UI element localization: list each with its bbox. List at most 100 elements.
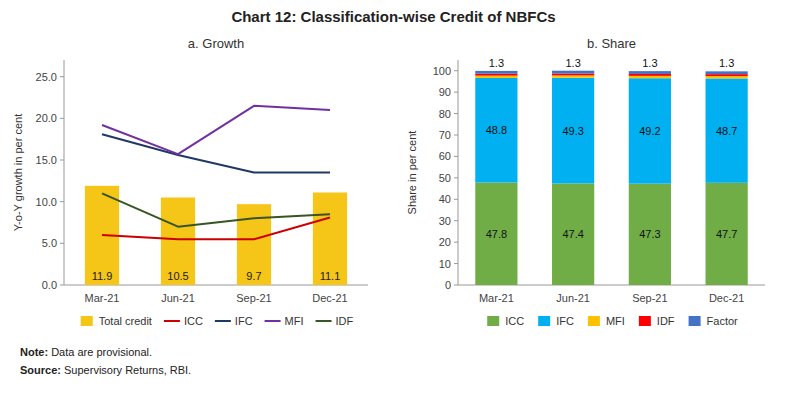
bar-segment (475, 71, 517, 74)
annotation-text: Data are provisional. (48, 346, 152, 358)
bar-segment (706, 71, 748, 74)
y-axis (64, 60, 65, 285)
y-tick (454, 220, 458, 221)
y-tick-label: 90 (439, 86, 451, 98)
y-tick (454, 177, 458, 178)
line (102, 134, 330, 172)
subtitle: a. Growth (188, 36, 244, 51)
subtitle: b. Share (587, 36, 636, 51)
bar-segment (706, 78, 748, 182)
x-tick-label: Dec-21 (312, 292, 347, 304)
x-tick-label: Mar-21 (85, 292, 120, 304)
y-tick-label: 50 (439, 172, 451, 184)
x-tick-label: Sep-21 (632, 292, 667, 304)
y-tick (454, 199, 458, 200)
legend-label: ICC (505, 315, 524, 327)
y-tick-label: 5.0 (42, 237, 57, 249)
legend-label: MFI (606, 315, 625, 327)
legend-item: ICC (164, 315, 203, 327)
data-labels: 47.848.81.347.449.31.347.349.21.347.748.… (486, 57, 738, 241)
bar (313, 193, 347, 286)
data-label: 47.4 (562, 228, 583, 240)
bar-segment (629, 184, 671, 285)
bar-segment (475, 78, 517, 183)
y-tick (454, 263, 458, 264)
line (102, 218, 330, 240)
data-label: 48.7 (716, 125, 737, 137)
x-tick-label: Dec-21 (709, 292, 744, 304)
y-tick (60, 243, 64, 244)
bar-segment (475, 183, 517, 285)
legend-label: IFC (556, 315, 574, 327)
annotation-text: Supervisory Returns, RBI. (61, 364, 191, 376)
y-tick (454, 285, 458, 286)
y-tick-label: 10 (439, 258, 451, 270)
data-label: 10.5 (167, 270, 188, 282)
legend-swatch (487, 316, 499, 326)
bar-segment (706, 74, 748, 76)
bar-segment (629, 74, 671, 76)
data-label: 1.3 (642, 57, 657, 69)
data-label: 1.3 (719, 57, 734, 69)
chart-root: Chart 12: Classification-wise Credit of … (0, 0, 787, 399)
marks (85, 106, 347, 285)
y-tick (60, 201, 64, 202)
legend-swatch (81, 316, 93, 326)
data-labels: 11.9 10.5 9.7 11.1 (92, 270, 341, 282)
marks (475, 71, 747, 285)
line (102, 193, 330, 226)
bar-segment (629, 76, 671, 78)
x-tick-label: Jun-21 (161, 292, 195, 304)
data-label: 11.1 (320, 270, 341, 282)
y-tick-label: 0 (445, 279, 451, 291)
y-axis-label: Y-o-Y growth in per cent (12, 114, 24, 231)
y-tick (60, 118, 64, 119)
legend-swatch (164, 320, 180, 322)
y-tick (60, 76, 64, 77)
bar-segment (475, 74, 517, 76)
bar-segment (629, 71, 671, 74)
bar-segment (706, 76, 748, 78)
annotation-label: Source: (20, 364, 61, 376)
legend-label: ICC (184, 315, 203, 327)
bar-segment (552, 183, 594, 285)
y-tick (454, 113, 458, 114)
y-tick-label: 30 (439, 215, 451, 227)
legend-swatch (215, 320, 231, 322)
y-tick (60, 285, 64, 286)
data-label: 1.3 (565, 57, 580, 69)
legend-swatch (265, 320, 281, 322)
legend-swatch (538, 316, 550, 326)
bar-segment (552, 78, 594, 184)
y-tick (454, 92, 458, 93)
legend-swatch (639, 316, 651, 326)
y-tick-label: 80 (439, 108, 451, 120)
data-label: 1.3 (489, 57, 504, 69)
y-tick-label: 60 (439, 150, 451, 162)
data-label: 9.7 (246, 270, 261, 282)
y-axis (458, 60, 459, 285)
legend-label: IDF (657, 315, 675, 327)
legend-item: MFI (265, 315, 304, 327)
background (0, 0, 787, 399)
legend-item: Total credit (81, 315, 152, 327)
legend-label: Factor (707, 315, 739, 327)
legend-swatch (588, 316, 600, 326)
legend-label: IDF (336, 315, 354, 327)
annotation-label: Note: (20, 346, 48, 358)
data-label: 11.9 (92, 270, 113, 282)
data-label: 49.2 (639, 125, 660, 137)
y-axis-label: Share in per cent (406, 131, 418, 215)
data-label: 48.8 (486, 124, 507, 136)
data-label: 49.3 (562, 125, 583, 137)
legend-swatch (689, 316, 701, 326)
data-label: 47.8 (486, 228, 507, 240)
line (102, 106, 330, 154)
bar-segment (706, 183, 748, 285)
panel: b. ShareShare in per cent010203040506070… (406, 36, 765, 327)
legend-label: MFI (285, 315, 304, 327)
x-tick-label: Mar-21 (479, 292, 514, 304)
y-tick-label: 20 (439, 236, 451, 248)
y-tick (454, 242, 458, 243)
bar (161, 198, 195, 286)
